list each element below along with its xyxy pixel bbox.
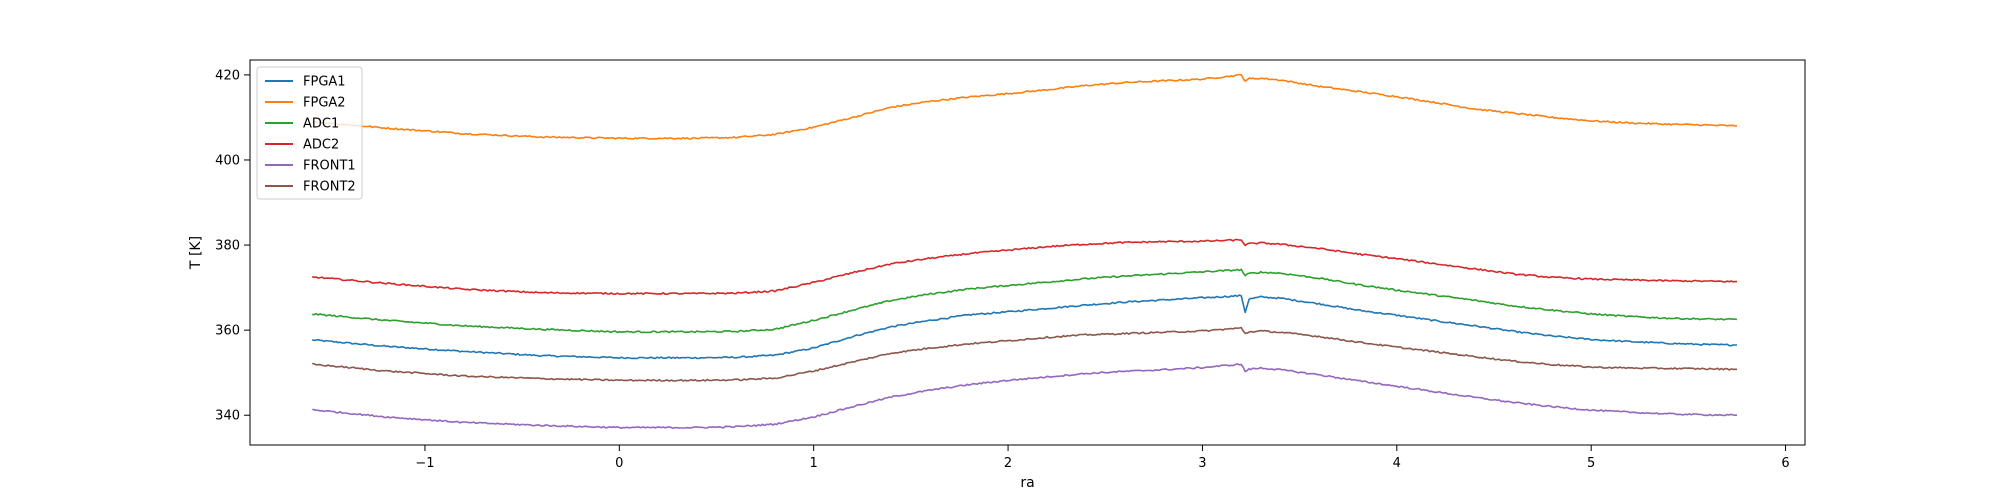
- series-line-fpga1: [311, 294, 1737, 360]
- legend-label-front1: FRONT1: [303, 159, 356, 174]
- legend-label-adc2: ADC2: [303, 138, 339, 153]
- x-tick-label: 1: [810, 456, 818, 471]
- x-tick-label: 6: [1781, 456, 1789, 471]
- x-tick-label: 3: [1198, 456, 1206, 471]
- legend-label-fpga2: FPGA2: [303, 96, 346, 111]
- axes-frame: [249, 59, 1806, 446]
- y-tick-label: 360: [215, 324, 240, 339]
- ticks-layer: −1 0 1 2 3 4 5 6 340 360 380 400 420: [215, 68, 1790, 471]
- legend-label-fpga1: FPGA1: [303, 75, 346, 90]
- legend-label-adc1: ADC1: [303, 117, 339, 132]
- legend-label-front2: FRONT2: [303, 180, 356, 195]
- series-line-adc1: [312, 268, 1738, 334]
- series-layer: [311, 73, 1738, 430]
- x-tick-label: 4: [1393, 456, 1401, 471]
- y-tick-label: 340: [215, 409, 240, 424]
- series-line-adc2: [311, 238, 1737, 295]
- x-axis-label: ra: [1020, 475, 1034, 491]
- x-tick-label: 5: [1587, 456, 1595, 471]
- series-line-front1: [312, 363, 1737, 430]
- y-tick-label: 380: [215, 239, 240, 254]
- x-tick-label: 2: [1004, 456, 1012, 471]
- series-line-front2: [312, 326, 1737, 382]
- x-tick-label: 0: [615, 456, 623, 471]
- x-tick-label: −1: [415, 456, 434, 471]
- y-tick-label: 420: [215, 68, 240, 83]
- series-line-fpga2: [311, 73, 1738, 140]
- legend: FPGA1 FPGA2 ADC1 ADC2 FRONT1 FRONT2: [256, 66, 363, 200]
- y-tick-label: 400: [215, 153, 240, 168]
- y-axis-label: T [K]: [188, 236, 204, 270]
